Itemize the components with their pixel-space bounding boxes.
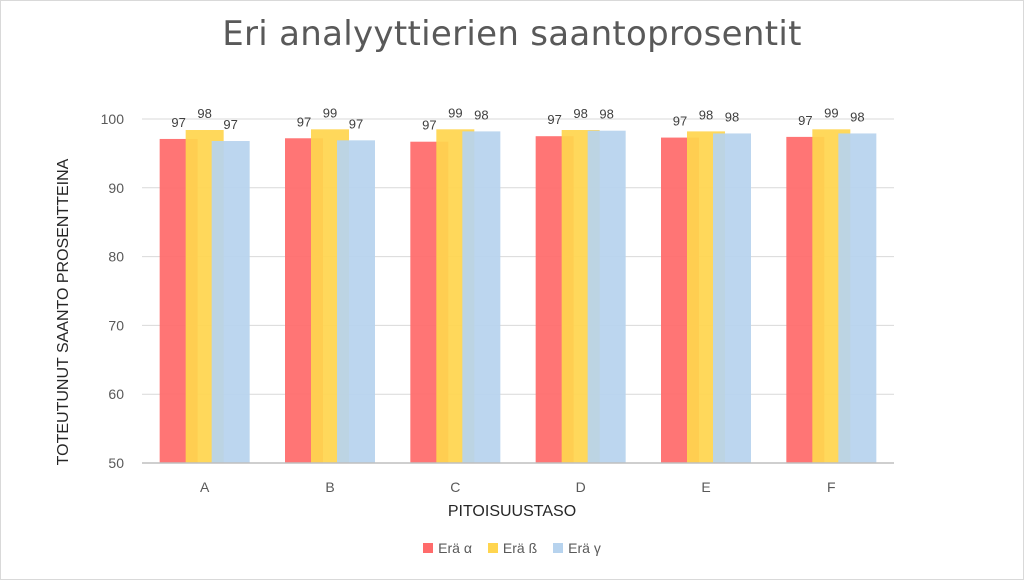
legend-item: Erä γ bbox=[553, 540, 601, 556]
data-label: 97 bbox=[673, 114, 687, 129]
legend-item: Erä α bbox=[423, 540, 472, 556]
chart-legend: Erä α Erä ß Erä γ bbox=[0, 540, 1024, 556]
x-tick-label: F bbox=[827, 479, 836, 495]
legend-label: Erä α bbox=[438, 540, 472, 556]
legend-swatch bbox=[423, 543, 434, 553]
x-tick-label: E bbox=[701, 479, 710, 495]
data-label: 97 bbox=[349, 116, 363, 131]
x-tick-label: D bbox=[576, 479, 586, 495]
y-tick-label: 90 bbox=[108, 180, 124, 196]
chart-title: Eri analyyttierien saantoprosentit bbox=[222, 14, 802, 54]
data-label: 98 bbox=[599, 107, 613, 122]
data-label: 97 bbox=[798, 113, 812, 128]
x-tick-label: C bbox=[450, 479, 460, 495]
bar bbox=[462, 131, 501, 463]
x-tick-label: B bbox=[325, 479, 334, 495]
legend-label: Erä ß bbox=[502, 540, 538, 556]
bar bbox=[337, 140, 375, 463]
y-tick-label: 50 bbox=[108, 455, 124, 471]
data-label: 97 bbox=[223, 117, 237, 132]
x-axis-label: PITOISUUSTASO bbox=[447, 503, 577, 520]
data-label: 98 bbox=[474, 107, 488, 122]
y-tick-label: 60 bbox=[108, 386, 124, 402]
data-label: 99 bbox=[323, 105, 337, 120]
data-label: 97 bbox=[422, 118, 436, 133]
data-label: 97 bbox=[297, 114, 311, 129]
legend-swatch bbox=[553, 543, 564, 553]
bar bbox=[838, 133, 877, 463]
data-label: 98 bbox=[197, 106, 211, 121]
data-label: 99 bbox=[448, 105, 462, 120]
data-label: 97 bbox=[547, 112, 561, 127]
data-label: 98 bbox=[850, 109, 864, 124]
legend-item: Erä ß bbox=[487, 540, 538, 556]
data-label: 98 bbox=[725, 109, 739, 124]
legend-label: Erä γ bbox=[568, 540, 601, 556]
legend-swatch bbox=[487, 543, 498, 553]
bar bbox=[211, 141, 250, 464]
data-label: 99 bbox=[824, 105, 838, 120]
bar bbox=[713, 133, 751, 463]
data-label: 97 bbox=[171, 115, 185, 130]
y-tick-label: 100 bbox=[101, 111, 125, 127]
bar bbox=[587, 130, 626, 464]
y-tick-label: 70 bbox=[108, 317, 124, 333]
x-tick-label: A bbox=[200, 479, 210, 495]
data-label: 98 bbox=[573, 106, 587, 121]
data-label: 98 bbox=[699, 107, 713, 122]
y-tick-label: 80 bbox=[108, 249, 124, 265]
